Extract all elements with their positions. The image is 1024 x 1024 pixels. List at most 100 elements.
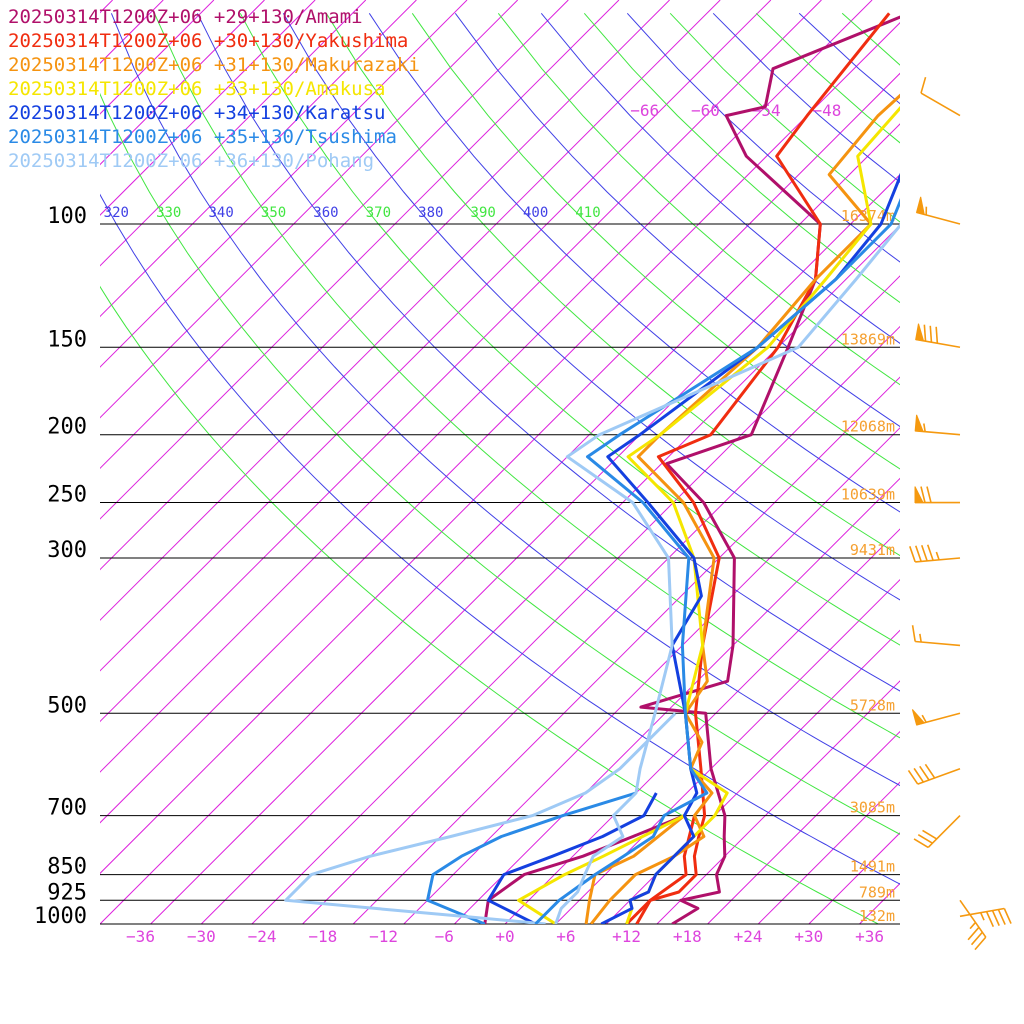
isotherm-line xyxy=(100,0,265,166)
dry-adiabat-label: 400 xyxy=(523,205,548,221)
temperature-tick-label: +18 xyxy=(673,927,702,946)
temperature-tick-label: +24 xyxy=(734,927,763,946)
dry-adiabat-line xyxy=(100,92,900,835)
wind-barb xyxy=(913,815,961,849)
dry-adiabat-label: 320 xyxy=(104,205,129,221)
dry-adiabat-label: 360 xyxy=(313,205,338,221)
cold-isotherm-labels: −66 −60 −54 −48 xyxy=(630,101,841,120)
dry-adiabat-line xyxy=(282,13,900,601)
isotherm-line xyxy=(100,22,900,824)
pressure-label: 850 xyxy=(47,855,87,880)
pressure-label: 925 xyxy=(47,880,87,905)
dry-adiabat-line xyxy=(196,13,900,692)
temperature-profile-line xyxy=(589,93,900,924)
temperature-tick-label: +36 xyxy=(855,927,884,946)
temperature-tick-labels: −36 −30 −24 −18 −12 −6 +0 +6 +12 +18 +24 +30 +36 xyxy=(126,927,884,946)
pressure-label: 200 xyxy=(47,415,87,440)
dry-adiabat-label: 410 xyxy=(575,205,600,221)
dry-adiabat-labels: 320 330 340 350 360 370 380 390 400 410 xyxy=(104,205,601,221)
dry-adiabat-line xyxy=(583,12,900,304)
isotherm-line xyxy=(100,0,721,621)
isotherm-line xyxy=(910,0,1024,924)
dewpoint-profile-line xyxy=(284,712,677,924)
legend-entry: 20250314T1200Z+06 +30+130/Yakushima xyxy=(8,30,409,52)
isotherm-line xyxy=(808,832,900,924)
isotherm-line xyxy=(605,629,900,924)
legend-entry: 20250314T1200Z+06 +35+130/Tsushima xyxy=(8,126,397,148)
dry-adiabat-line xyxy=(497,12,900,386)
temperature-tick-label: +30 xyxy=(794,927,823,946)
pressure-label: 150 xyxy=(47,327,87,352)
isotherm-line xyxy=(859,882,900,924)
height-label: 3085m xyxy=(850,799,895,817)
isotherm-line xyxy=(707,730,900,924)
isotherm-line xyxy=(100,0,417,318)
legend: 20250314T1200Z+06 +29+130/Amami 20250314T… xyxy=(8,5,420,173)
sounding-profiles xyxy=(284,12,900,924)
wind-barb xyxy=(959,899,987,951)
wind-barbs xyxy=(907,76,1012,951)
dry-adiabat-line xyxy=(798,12,900,105)
temperature-tick-label: −6 xyxy=(435,927,454,946)
dry-adiabat-line xyxy=(153,13,900,739)
isotherm-label: −54 xyxy=(752,101,781,120)
dewpoint-profile-line xyxy=(517,814,686,924)
pressure-label: 300 xyxy=(47,538,87,563)
wind-barb xyxy=(915,196,961,225)
legend-entry: 20250314T1200Z+06 +34+130/Karatsu xyxy=(8,102,386,124)
dry-adiabat-label: 370 xyxy=(366,205,391,221)
temperature-tick-label: −36 xyxy=(126,927,155,946)
dry-adiabat-line xyxy=(411,13,900,470)
isotherm-line xyxy=(352,376,900,924)
isotherm-line xyxy=(656,680,900,924)
wind-barb xyxy=(909,544,961,563)
pressure-label: 700 xyxy=(47,796,87,821)
dry-adiabat-label: 330 xyxy=(156,205,181,221)
dry-adiabat-line xyxy=(100,193,900,885)
isotherm-line xyxy=(403,427,900,924)
dry-adiabat-line xyxy=(100,285,880,924)
isotherm-line xyxy=(100,0,772,672)
isotherm-line xyxy=(100,0,367,267)
dry-adiabat-line xyxy=(325,13,900,557)
isotherm-line xyxy=(100,0,620,520)
wind-barb xyxy=(920,76,961,117)
isotherm-line xyxy=(100,0,569,470)
isotherm-label: −60 xyxy=(691,101,720,120)
isotherm-line xyxy=(100,0,519,419)
isotherm-line xyxy=(100,0,670,571)
height-label: 132m xyxy=(859,907,895,925)
dry-adiabat-lines xyxy=(100,12,900,924)
isotherm-line xyxy=(100,0,468,368)
dry-adiabat-label: 390 xyxy=(471,205,496,221)
wind-barb xyxy=(907,763,961,785)
dewpoint-profile-line xyxy=(426,791,637,924)
legend-entry: 20250314T1200Z+06 +31+130/Makurazaki xyxy=(8,54,420,76)
height-label: 1491m xyxy=(850,858,895,876)
height-label: 12068m xyxy=(841,418,895,436)
legend-entry: 20250314T1200Z+06 +29+130/Amami xyxy=(8,6,363,28)
temperature-tick-label: +12 xyxy=(612,927,641,946)
temperature-tick-label: −12 xyxy=(369,927,398,946)
height-label: 5728m xyxy=(850,696,895,714)
wind-barb xyxy=(911,709,961,726)
isotherm-label: −66 xyxy=(630,101,659,120)
temperature-tick-label: −24 xyxy=(248,927,277,946)
isotherm-line xyxy=(100,0,822,723)
temperature-profile-line xyxy=(534,197,900,924)
temperature-tick-label: −30 xyxy=(187,927,216,946)
dewpoint-profile-line xyxy=(486,792,658,924)
pressure-label: 250 xyxy=(47,483,87,508)
wind-barb xyxy=(911,625,961,647)
pressure-label: 1000 xyxy=(34,904,87,929)
pressure-label: 500 xyxy=(47,693,87,718)
temperature-tick-label: +0 xyxy=(495,927,514,946)
height-label: 13869m xyxy=(841,330,895,348)
dry-adiabat-label: 350 xyxy=(261,205,286,221)
dry-adiabat-line xyxy=(110,13,900,787)
wind-barb xyxy=(914,414,961,436)
pressure-label: 100 xyxy=(47,204,87,229)
wind-barb xyxy=(914,486,961,504)
